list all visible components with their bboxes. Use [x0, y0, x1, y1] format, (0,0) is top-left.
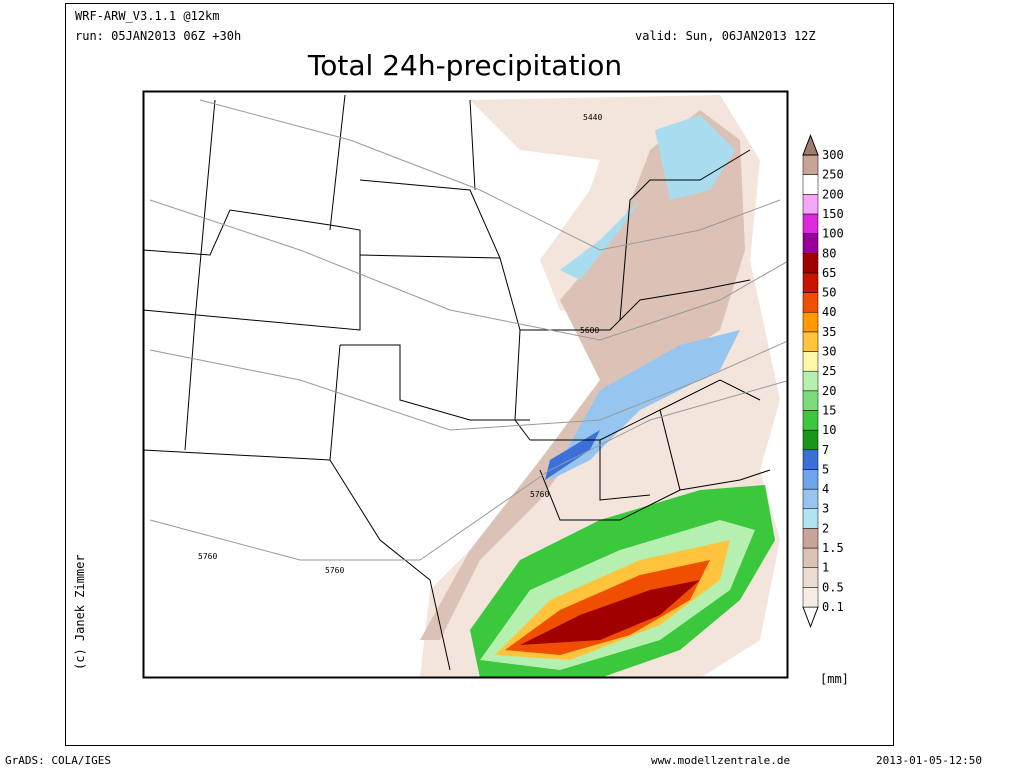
unit-label: [mm]	[820, 672, 849, 686]
colorbar-box	[802, 331, 819, 352]
valid-label: valid: Sun, 06JAN2013 12Z	[635, 29, 816, 43]
map: 5440 5600 5760 5760 5760	[143, 91, 788, 678]
contour-label: 5760	[325, 566, 344, 575]
credit: (c) Janek Zimmer	[73, 554, 87, 670]
colorbar-label: 15	[822, 403, 836, 417]
model-label: WRF-ARW_V3.1.1 @12km	[75, 9, 220, 23]
colorbar-label: 80	[822, 246, 836, 260]
colorbar-box	[802, 547, 819, 568]
run-label: run: 05JAN2013 06Z +30h	[75, 29, 241, 43]
colorbar-box	[802, 528, 819, 549]
colorbar-label: 5	[822, 462, 829, 476]
colorbar-label: 200	[822, 187, 844, 201]
frame	[65, 3, 894, 746]
colorbar-box	[802, 174, 819, 195]
contour-label: 5440	[583, 113, 602, 122]
colorbar-box	[802, 390, 819, 411]
colorbar-label: 50	[822, 286, 836, 300]
colorbar-label: 2	[822, 521, 829, 535]
colorbar-label: 0.5	[822, 580, 844, 594]
colorbar-label: 3	[822, 502, 829, 516]
colorbar-box	[802, 253, 819, 274]
colorbar-box	[802, 194, 819, 215]
colorbar-label: 30	[822, 345, 836, 359]
colorbar-label: 250	[822, 168, 844, 182]
footer-right: 2013-01-05-12:50	[876, 754, 982, 767]
colorbar-label: 20	[822, 384, 836, 398]
colorbar-end	[802, 606, 819, 629]
colorbar-label: 0.1	[822, 600, 844, 614]
colorbar-box	[802, 213, 819, 234]
colorbar-box	[802, 410, 819, 431]
contour-label: 5760	[198, 552, 217, 561]
colorbar-end	[802, 133, 819, 156]
colorbar-box	[802, 292, 819, 313]
colorbar-box	[802, 272, 819, 293]
colorbar-box	[802, 233, 819, 254]
colorbar-box	[802, 311, 819, 333]
precip	[420, 95, 780, 678]
colorbar-label: 300	[822, 148, 844, 162]
borders	[143, 94, 771, 671]
colorbar-label: 25	[822, 364, 836, 378]
colorbar-label: 7	[822, 443, 829, 457]
map-border	[142, 90, 789, 679]
colorbar-label: 65	[822, 266, 836, 280]
colorbar-label: 1.5	[822, 541, 844, 555]
colorbar-label: 10	[822, 423, 836, 437]
colorbar-label: 40	[822, 305, 836, 319]
contour-label: 5600	[580, 326, 599, 335]
footer-left: GrADS: COLA/IGES	[5, 754, 111, 767]
colorbar-box	[802, 567, 819, 588]
colorbar-box	[802, 429, 819, 451]
colorbar: 0.1 0.5 1 1.5 2 3 4 5 7 10 15 20 25 30 35 40 50 65 80 100 15…	[802, 133, 844, 629]
colorbar-label: 4	[822, 482, 829, 496]
colorbar-box	[802, 488, 819, 509]
colorbar-box	[802, 449, 819, 470]
colorbar-box	[802, 587, 819, 608]
colorbar-box	[802, 370, 819, 392]
height-contours	[149, 99, 788, 561]
colorbar-box	[802, 351, 819, 372]
colorbar-box	[802, 469, 819, 490]
title: Total 24h-precipitation	[307, 49, 622, 82]
colorbar-label: 1	[822, 561, 829, 575]
colorbar-label: 100	[822, 227, 844, 241]
footer-center: www.modellzentrale.de	[651, 754, 790, 767]
colorbar-label: 150	[822, 207, 844, 221]
colorbar-label: 35	[822, 325, 836, 339]
colorbar-box	[802, 154, 819, 175]
colorbar-box	[802, 508, 819, 529]
contour-label: 5760	[530, 490, 549, 499]
